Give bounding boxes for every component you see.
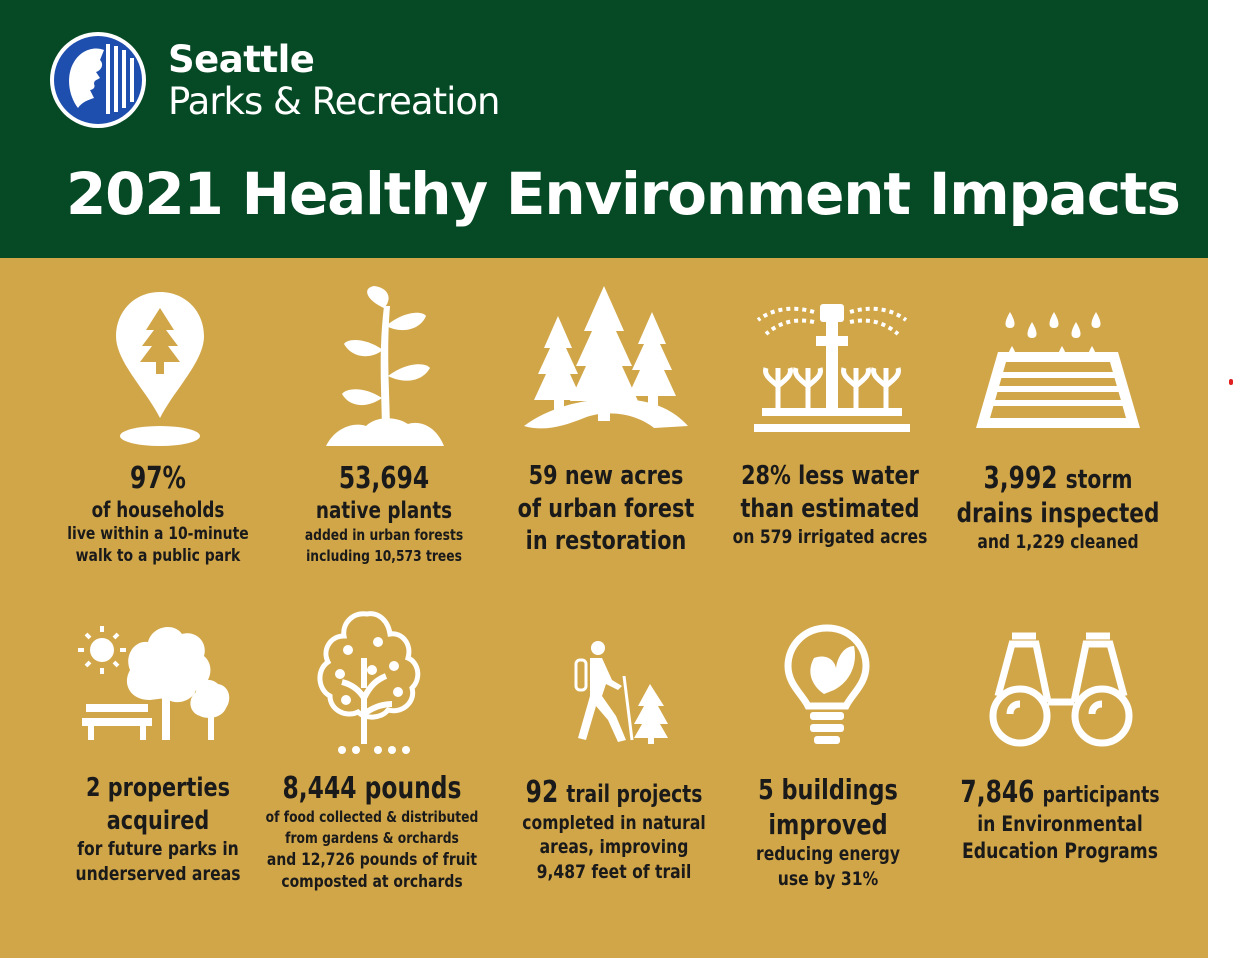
stat-label: in restoration xyxy=(525,526,687,556)
stat-detail: and 12,726 pounds of fruit xyxy=(266,849,478,870)
stat-label: drains inspected xyxy=(956,497,1160,529)
stat-water: 28% less water than estimated on 579 irr… xyxy=(711,460,949,550)
stat-detail: and 1,229 cleaned xyxy=(977,531,1139,554)
stat-detail: in Environmental xyxy=(977,811,1143,836)
stat-properties: 2 properties acquired for future parks i… xyxy=(57,772,258,886)
stat-label: improved xyxy=(768,808,888,841)
stat-detail: completed in natural xyxy=(522,811,706,834)
storm-drain-icon xyxy=(976,312,1140,428)
stat-label: acquired xyxy=(106,805,210,836)
stat-participants: 7,846 participants in Environmental Educ… xyxy=(932,775,1187,865)
stat-value-row: 7,846 participants xyxy=(960,775,1160,811)
stat-buildings: 5 buildings improved reducing energy use… xyxy=(740,772,916,891)
stat-value: 3,992 xyxy=(983,461,1058,496)
marker-dot xyxy=(1229,379,1233,385)
stat-value: 8,444 pounds xyxy=(282,771,462,806)
sprinkler-icon xyxy=(754,304,910,432)
infographic: Seattle Parks & Recreation 2021 Healthy … xyxy=(0,0,1208,958)
stat-detail: 9,487 feet of trail xyxy=(536,860,692,883)
stat-label: than estimated xyxy=(740,493,920,524)
stat-urban-forest: 59 new acres of urban forest in restorat… xyxy=(496,460,717,558)
sprout-icon xyxy=(326,286,444,446)
stat-value: 92 xyxy=(525,775,559,810)
stat-detail: on 579 irrigated acres xyxy=(732,526,928,548)
stat-value: 97% xyxy=(129,461,187,496)
stat-label: storm xyxy=(1065,465,1133,495)
stat-detail: Education Programs xyxy=(962,838,1158,863)
stat-label: native plants xyxy=(315,497,453,524)
stat-value: 53,694 xyxy=(338,461,430,496)
stat-value-row: 92 trail projects xyxy=(525,775,703,811)
stat-label: participants xyxy=(1042,783,1160,808)
stat-native-plants: 53,694 native plants added in urban fore… xyxy=(287,461,480,567)
stat-detail: areas, improving xyxy=(539,836,689,859)
stat-detail: reducing energy xyxy=(756,843,900,865)
brand-parks-recreation: Parks & Recreation xyxy=(168,80,500,123)
binoculars-icon xyxy=(989,632,1133,747)
stat-label: trail projects xyxy=(566,780,703,808)
lightbulb-leaf-icon xyxy=(784,624,870,744)
forest-icon xyxy=(524,286,688,429)
stat-value-row: 3,992 storm xyxy=(959,461,1157,497)
map-pin-tree-icon xyxy=(116,292,204,446)
hiker-icon xyxy=(574,641,668,744)
park-bench-icon xyxy=(78,626,230,740)
brand-seattle: Seattle xyxy=(168,38,315,81)
stat-value: 2 properties xyxy=(86,773,230,803)
stat-value: 28% less water xyxy=(741,461,919,491)
stat-detail: of food collected & distributed xyxy=(265,807,479,826)
seattle-logo-icon xyxy=(50,32,146,128)
stat-households: 97% of households live within a 10-minut… xyxy=(47,461,268,567)
stat-detail: live within a 10-minute xyxy=(67,523,249,544)
stat-detail: from gardens & orchards xyxy=(285,828,459,847)
page-title: 2021 Healthy Environment Impacts xyxy=(66,160,1181,228)
stat-detail: for future parks in xyxy=(77,838,239,860)
stat-detail: underserved areas xyxy=(75,862,241,885)
header-banner: Seattle Parks & Recreation 2021 Healthy … xyxy=(0,0,1208,258)
stat-trails: 92 trail projects completed in natural a… xyxy=(501,775,728,885)
stat-value: 5 buildings xyxy=(758,773,898,806)
stat-detail: including 10,573 trees xyxy=(306,547,462,566)
stat-detail: composted at orchards xyxy=(281,871,463,892)
stat-label: of households xyxy=(91,497,225,522)
stat-storm-drains: 3,992 storm drains inspected and 1,229 c… xyxy=(931,461,1185,555)
stat-detail: use by 31% xyxy=(777,867,879,890)
stat-detail: added in urban forests xyxy=(304,526,464,545)
stat-label: of urban forest xyxy=(517,493,695,524)
fruit-tree-icon xyxy=(317,611,421,754)
stat-value: 59 new acres xyxy=(528,461,684,491)
stat-value: 7,846 xyxy=(960,775,1035,810)
stat-food: 8,444 pounds of food collected & distrib… xyxy=(242,771,501,893)
stat-detail: walk to a public park xyxy=(75,545,241,566)
